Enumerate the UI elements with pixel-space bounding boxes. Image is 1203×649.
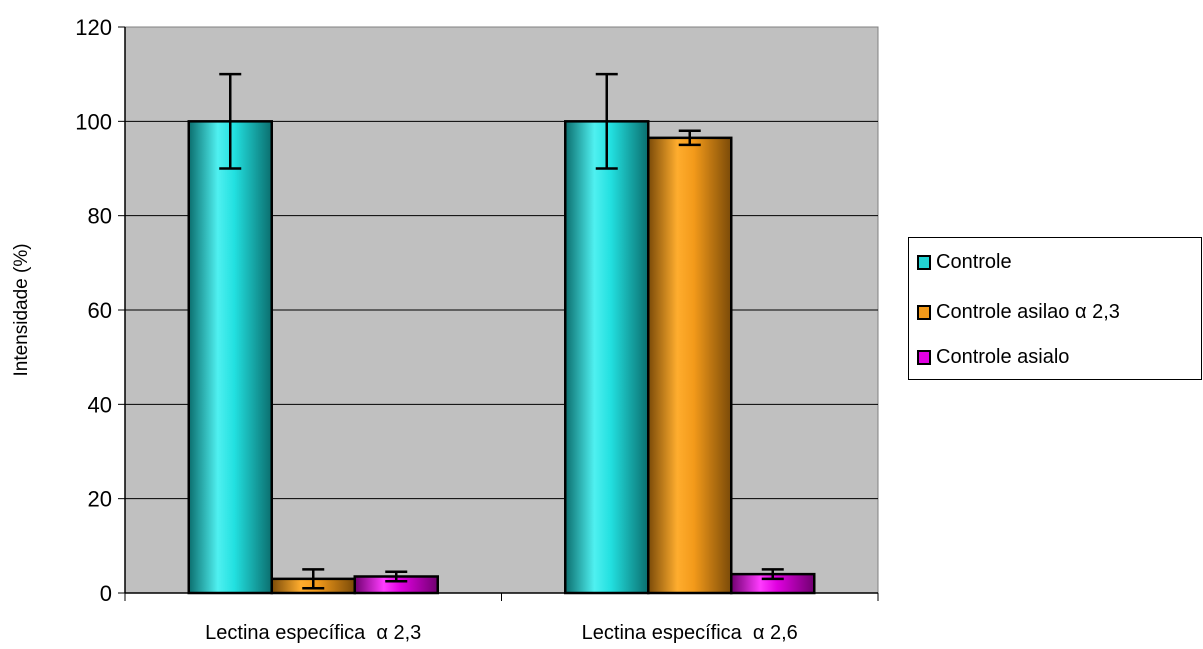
y-tick-label: 80	[88, 204, 112, 229]
legend-swatch-controle	[917, 254, 931, 270]
y-tick-label: 60	[88, 298, 112, 323]
y-tick-label: 120	[75, 15, 112, 40]
legend-label: Controle asialo	[936, 345, 1070, 368]
y-axis-label: Intensidade (%)	[11, 243, 32, 376]
y-tick-label: 100	[75, 109, 112, 134]
y-tick-label: 20	[88, 487, 112, 512]
x-tick-label: Lectina específica α 2,6	[582, 622, 798, 644]
legend-label: Controle	[936, 250, 1012, 273]
legend-item-controle: Controle	[917, 250, 1012, 274]
legend-item-controle-asilao: Controle asilao α 2,3	[917, 300, 1120, 324]
y-tick-label: 40	[88, 392, 112, 417]
legend-swatch-controle-asialo	[917, 349, 931, 365]
legend-swatch-controle-asilao	[917, 304, 931, 320]
bar	[564, 120, 650, 595]
bar	[647, 136, 733, 595]
legend: Controle Controle asilao α 2,3 Controle …	[908, 237, 1202, 380]
x-tick-label: Lectina específica α 2,3	[205, 622, 421, 644]
y-tick-label: 0	[100, 581, 112, 606]
legend-item-controle-asialo: Controle asialo	[917, 345, 1069, 369]
bar	[187, 120, 273, 595]
legend-label: Controle asilao α 2,3	[936, 300, 1120, 323]
